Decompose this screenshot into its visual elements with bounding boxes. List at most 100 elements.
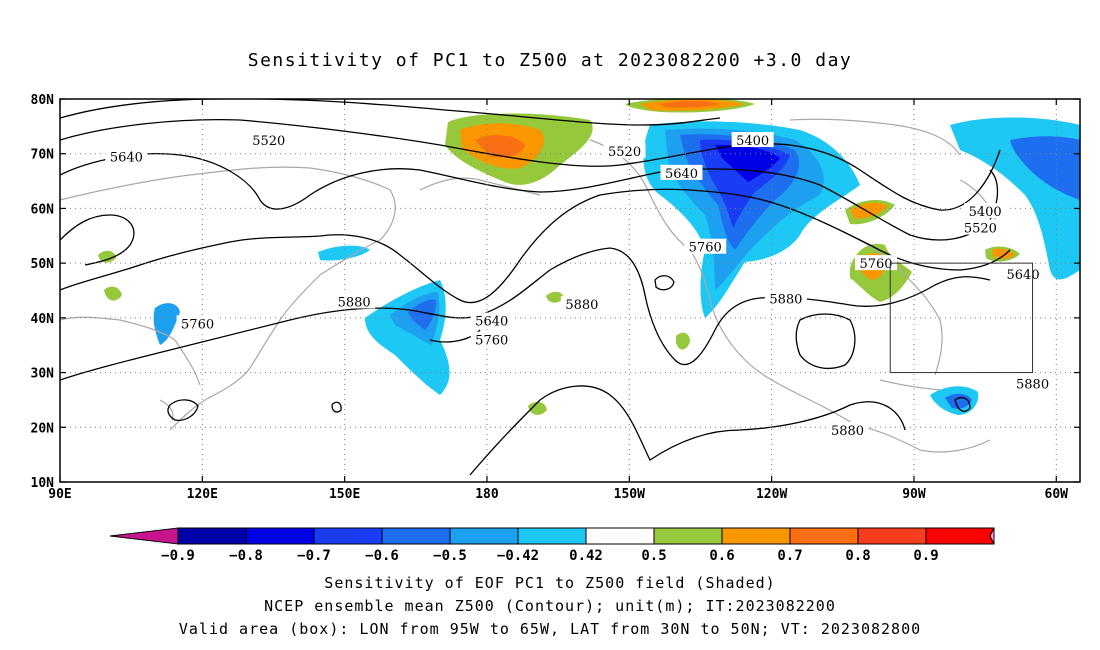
shade-red-arctic [660, 101, 720, 108]
colorbar-high-end [989, 527, 995, 545]
shade-positive-small-2 [104, 286, 122, 301]
contour-label-bg [731, 132, 774, 148]
colorbar-label: −0.5 [433, 548, 467, 564]
lon-label: 60W [1045, 487, 1069, 502]
colorbar-segment [857, 527, 927, 545]
footer-line-3: Valid area (box): LON from 95W to 65W, L… [178, 620, 922, 638]
contour-label: 5640 [110, 150, 143, 165]
contour-label: 5880 [565, 298, 598, 313]
shade-positive-small-3 [546, 291, 564, 303]
colorbar-label: 0.8 [845, 548, 870, 564]
shade-negative-caribbean-2 [945, 393, 972, 409]
contour-label-bg [1002, 266, 1045, 282]
contour-label: 5760 [181, 317, 214, 332]
contour-label: 5760 [859, 257, 892, 272]
shade-negative-asia [153, 303, 180, 345]
colorbar-label: 0.42 [569, 548, 603, 564]
footer-line-2: NCEP ensemble mean Z500 (Contour); unit(… [264, 597, 836, 615]
colorbar-label: 0.7 [777, 548, 802, 564]
contour-label-bg [660, 164, 703, 180]
contour-label: 5880 [831, 424, 864, 439]
colorbar-segment [313, 527, 383, 545]
shade-negative-pacific-3 [408, 299, 436, 330]
shade-red-siberia [475, 135, 525, 158]
shade-positive-small-5 [528, 401, 547, 415]
contour-label: 5760 [475, 334, 508, 349]
shade-negative-canada-5 [715, 144, 780, 182]
contour-label: 5400 [969, 205, 1002, 220]
contour-label: 5640 [665, 167, 698, 182]
lat-lon-grid [60, 99, 1080, 482]
contour-label: 5640 [1007, 268, 1040, 283]
chart-title: Sensitivity of PC1 to Z500 at 2023082200… [247, 50, 853, 71]
valid-area-box [889, 262, 1034, 374]
plot-frame [59, 98, 1081, 483]
z500-contours [60, 99, 1011, 476]
contour-label-bg [826, 422, 869, 438]
lat-label: 80N [31, 93, 55, 108]
contour-label-bg [105, 148, 148, 164]
colorbar-segment [517, 527, 587, 545]
contour-label-bg [247, 132, 290, 148]
contour-label-bg [560, 296, 603, 312]
colorbar-label: 0.9 [913, 548, 938, 564]
lon-label: 90W [902, 487, 926, 502]
contour-label-bg [959, 219, 1002, 235]
contour-label: 5520 [608, 145, 641, 160]
colorbar-label: −0.7 [297, 548, 331, 564]
colorbar-segment [585, 527, 655, 545]
contour-label: 5880 [1016, 378, 1049, 393]
contour-label-bg [964, 203, 1007, 219]
contour-label-bg [176, 315, 219, 331]
lat-label: 70N [31, 148, 55, 163]
contour-label-bg [603, 142, 646, 158]
contour-label: 5400 [736, 134, 769, 149]
contour-label: 5640 [475, 315, 508, 330]
lon-label: 150W [614, 487, 645, 502]
contour-label-bg [684, 238, 727, 254]
contour-label-bg [470, 312, 513, 328]
colorbar-segment [721, 527, 791, 545]
contour-label-bg [470, 331, 513, 347]
lat-label: 40N [31, 312, 55, 327]
colorbar-segment [449, 527, 519, 545]
colorbar-label: 0.6 [709, 548, 734, 564]
lon-label: 120E [187, 487, 218, 502]
contour-labels: 5520 5640 5520 5400 5640 5400 5520 5760 5760 5640… [105, 132, 1054, 439]
shade-positive-small-4 [676, 332, 690, 350]
contour-label-bg [764, 290, 807, 306]
colorbar-label: −0.42 [497, 548, 539, 564]
shade-negative-greenland-2 [1010, 136, 1080, 200]
lat-label: 60N [31, 202, 55, 217]
colorbar-segment [789, 527, 859, 545]
footer-line-1: Sensitivity of EOF PC1 to Z500 field (Sh… [324, 574, 776, 592]
sensitivity-shading [98, 99, 1080, 415]
lon-label: 120W [756, 487, 787, 502]
contour-label: 5520 [252, 134, 285, 149]
shade-negative-japan [318, 245, 370, 261]
colorbar-label: −0.8 [229, 548, 263, 564]
contour-label-bg [333, 293, 376, 309]
lat-label: 50N [31, 257, 55, 272]
colorbar-label: 0.5 [641, 548, 666, 564]
colorbar-segment [653, 527, 723, 545]
contour-label-bg [1011, 375, 1054, 391]
lat-label: 20N [31, 421, 55, 436]
lat-label: 30N [31, 367, 55, 382]
lon-label: 90E [48, 487, 71, 502]
lon-label: 180 [475, 487, 499, 502]
contour-label: 5760 [689, 241, 722, 256]
colorbar-segment [925, 527, 995, 545]
colorbar-segment [177, 527, 247, 545]
axes: 90E 120E 150E 180 150W 120W 90W 60W 80N 70N 60N 50N… [31, 93, 1080, 502]
colorbar-label: −0.6 [365, 548, 399, 564]
colorbar-low-end [109, 527, 179, 545]
shade-positive-small-1 [98, 250, 116, 263]
colorbar-segment [381, 527, 451, 545]
contour-label: 5880 [769, 293, 802, 308]
lat-label: 10N [31, 476, 55, 491]
contour-label: 5880 [338, 295, 371, 310]
contour-label-bg [855, 255, 897, 271]
colorbar-segment [245, 527, 315, 545]
